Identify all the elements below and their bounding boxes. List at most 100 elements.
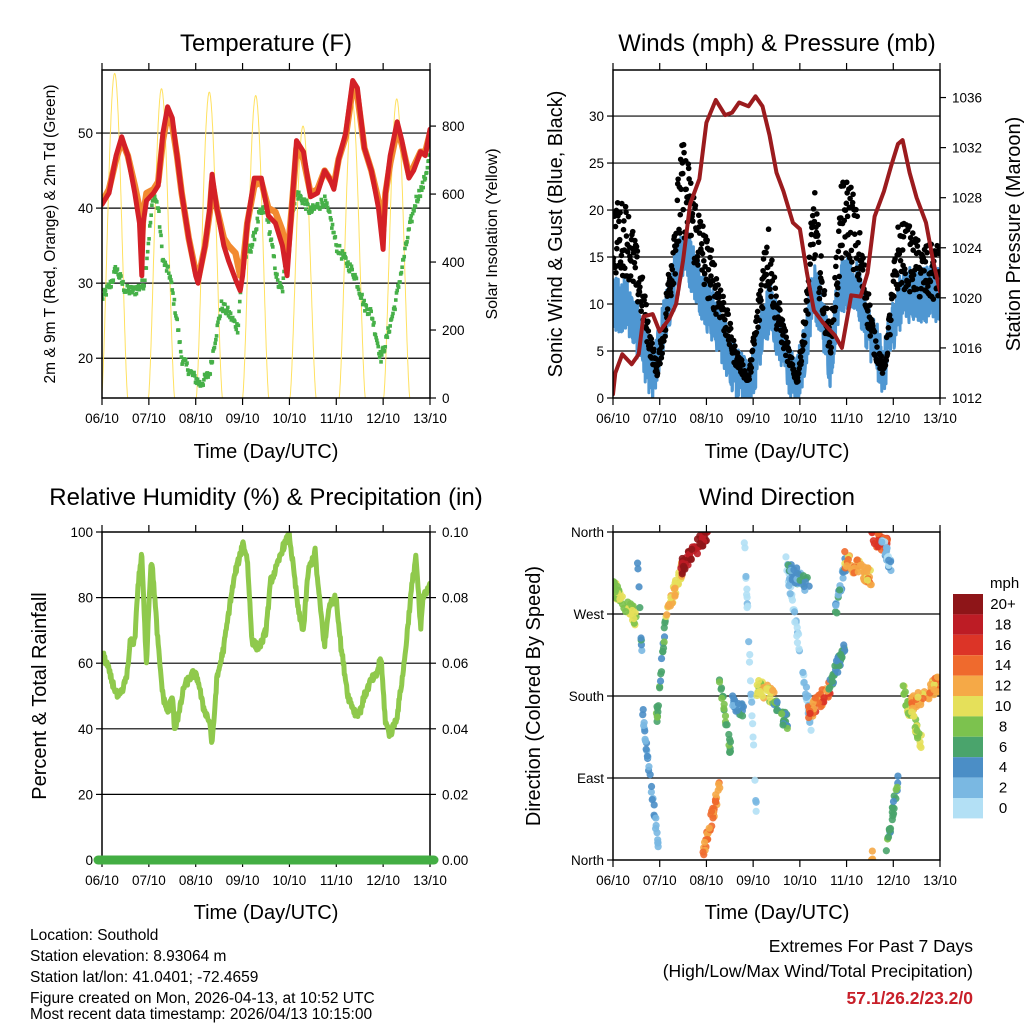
dewpoint-point (192, 370, 196, 375)
gust-point (833, 254, 840, 261)
dewpoint-point (224, 311, 229, 316)
gust-point (613, 223, 619, 230)
direction-point (733, 706, 741, 715)
dewpoint-point (222, 308, 227, 312)
dewpoint-point (360, 292, 364, 297)
direction-point (688, 545, 696, 553)
humidity-plot: 06/10 07/10 08/10 09/10 10/10 11/10 12/10 13/10… (70, 525, 469, 888)
direction-point (715, 678, 724, 686)
gust-point (779, 317, 786, 323)
gust-point (675, 238, 682, 244)
dewpoint-point (310, 209, 314, 213)
dewpoint-point (333, 235, 338, 239)
direction-point (661, 619, 669, 627)
gust-point (620, 226, 627, 233)
direction-point (749, 720, 757, 728)
x-tick-label: 09/10 (736, 873, 770, 888)
right-tick-label: 200 (442, 323, 465, 338)
gust-point (811, 218, 818, 225)
gust-point (871, 328, 878, 335)
dewpoint-point (401, 257, 406, 262)
gust-point (885, 325, 892, 331)
direction-point (693, 550, 701, 558)
direction-point (878, 538, 886, 546)
dewpoint-point (308, 205, 313, 209)
dewpoint-point (308, 207, 312, 212)
direction-point (653, 829, 661, 837)
gust-point (891, 293, 897, 300)
gust-point (786, 347, 792, 354)
direction-point (833, 609, 841, 617)
dewpoint-point (332, 230, 336, 235)
dewpoint-point (368, 307, 373, 311)
legend-swatch (953, 757, 983, 778)
dewpoint-point (148, 220, 153, 225)
direction-point (652, 821, 660, 830)
legend-label: 18 (995, 616, 1012, 633)
x-tick-label: 06/10 (85, 873, 119, 888)
y-tick-label: 25 (589, 156, 604, 171)
gust-point (806, 254, 813, 261)
extremes-value: 57.1/26.2/23.2/0 (847, 988, 974, 1008)
gust-point (935, 292, 940, 299)
gust-point (936, 246, 940, 252)
legend-swatch (953, 736, 983, 758)
direction-point (699, 848, 707, 856)
direction-point (836, 650, 845, 658)
gust-point (645, 318, 651, 325)
dewpoint-point (180, 362, 184, 366)
gust-point (654, 370, 661, 377)
right-tick-label: 1012 (952, 391, 982, 406)
direction-point (832, 601, 840, 610)
gust-point (661, 338, 667, 344)
x-tick-label: 11/10 (320, 411, 353, 426)
gust-point (756, 317, 763, 324)
right-tick-label: 1036 (952, 91, 982, 106)
legend-label: 14 (995, 657, 1012, 674)
dewpoint-point (369, 309, 373, 314)
legend-swatch (953, 655, 983, 676)
x-tick-label: 10/10 (783, 873, 817, 888)
x-tick-label: 07/10 (643, 873, 677, 888)
dewpoint-point (386, 326, 390, 330)
dewpoint-point (373, 332, 378, 337)
direction-point (687, 555, 695, 563)
gust-point (914, 286, 920, 292)
right-tick-label: 0.08 (442, 591, 468, 606)
gust-point (785, 339, 791, 346)
direction-point (793, 632, 801, 640)
dewpoint-point (109, 284, 113, 289)
humidity-y-axis-title: Percent & Total Rainfall (29, 592, 51, 800)
dewpoint-point (408, 216, 413, 221)
direction-point (753, 681, 761, 689)
x-tick-label: 09/10 (226, 411, 260, 426)
direction-point (723, 721, 731, 729)
dewpoint-point (247, 243, 252, 248)
direction-point (752, 796, 760, 805)
dewpoint-point (297, 190, 301, 195)
direction-point (726, 738, 735, 746)
direction-point (657, 668, 666, 676)
dewpoint-point (215, 323, 220, 328)
legend-label: 2 (999, 780, 1007, 797)
direction-point (657, 654, 666, 663)
direction-point (709, 814, 717, 822)
dewpoint-point (427, 159, 430, 163)
gust-point (821, 287, 828, 294)
x-tick-label: 07/10 (132, 411, 166, 426)
dewpoint-point (175, 317, 180, 322)
direction-point (908, 699, 916, 707)
direction-point (820, 694, 828, 702)
dewpoint-point (318, 205, 323, 210)
gust-point (664, 306, 671, 312)
y-tick-label: 20 (78, 351, 93, 366)
gust-point (692, 202, 699, 209)
y-tick-label: 60 (78, 656, 93, 671)
dewpoint-point (111, 278, 116, 283)
dewpoint-point (375, 341, 380, 346)
gust-point (677, 230, 683, 236)
dewpoint-point (230, 315, 235, 320)
gust-point (708, 273, 714, 279)
dewpoint-point (169, 278, 173, 282)
